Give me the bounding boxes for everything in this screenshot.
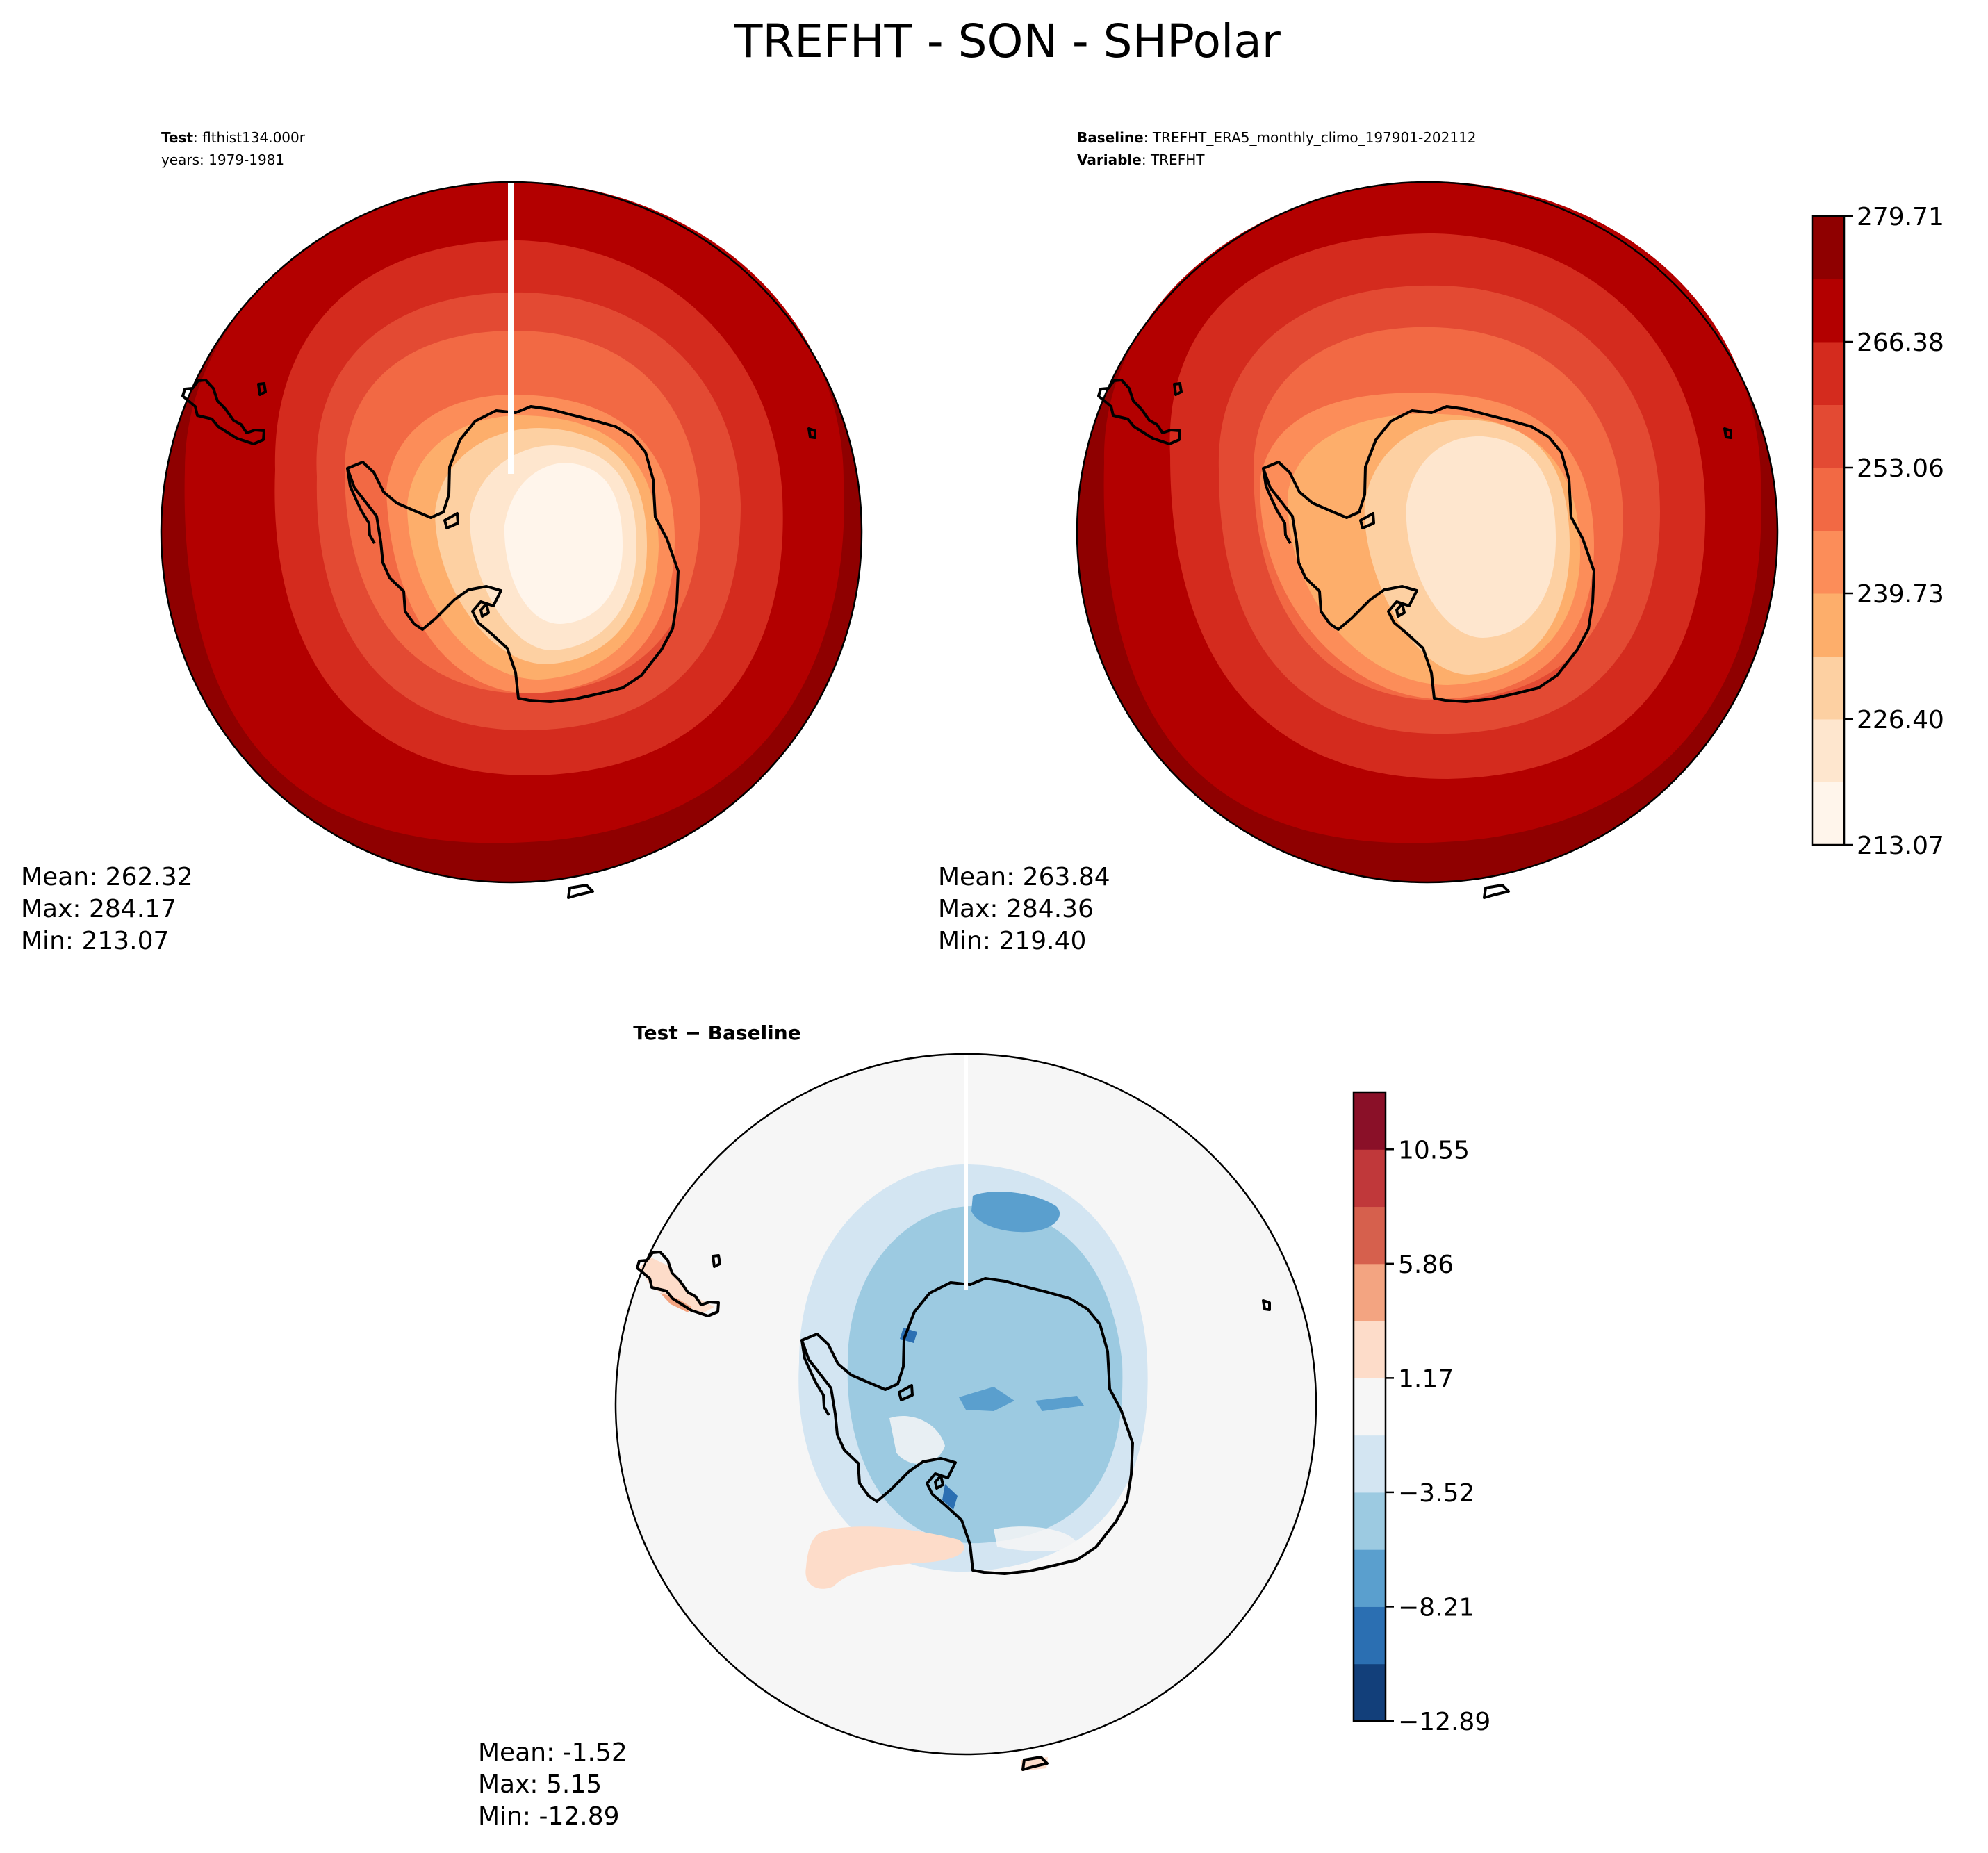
colorbar-main-tick-label: 226.40 (1857, 706, 1944, 734)
colorbar-diff-band (1354, 1663, 1386, 1722)
colorbar-main-band (1812, 782, 1844, 846)
colorbar-diff: −12.89 −8.21 −3.52 1.17 5.86 10.55 (1352, 1091, 1490, 1736)
colorbar-main-band (1812, 530, 1844, 594)
colorbar-diff-tick-label: −12.89 (1398, 1708, 1490, 1736)
colorbar-main-tick-label: 266.38 (1857, 329, 1944, 357)
new-zealand-coastline (567, 884, 594, 899)
figure-title: TREFHT - SON - SHPolar (734, 15, 1281, 68)
baseline-stat-mean: Mean: 263.84 (938, 863, 1110, 891)
data-gap-seam (508, 182, 514, 474)
colorbar-main-band (1812, 719, 1844, 782)
colorbar-main-ticks: 213.07 226.40 239.73 253.06 266.38 279.71 (1844, 203, 1944, 860)
colorbar-diff-band (1354, 1606, 1386, 1665)
baseline-label-bold: Baseline (1077, 129, 1144, 146)
baseline-label: Baseline: TREFHT_ERA5_monthly_climo_1979… (1077, 129, 1477, 146)
baseline-panel: Baseline: TREFHT_ERA5_monthly_climo_1979… (938, 129, 1779, 955)
baseline-label-value: : TREFHT_ERA5_monthly_climo_197901-20211… (1144, 129, 1477, 146)
test-label: Test: flthist134.000r (161, 129, 306, 146)
diff-title: Test − Baseline (633, 1021, 800, 1044)
colorbar-diff-band (1354, 1435, 1386, 1493)
contour-band (889, 1415, 945, 1465)
colorbar-diff-tick-label: 10.55 (1398, 1136, 1470, 1164)
contour-band (942, 1484, 958, 1510)
baseline-variable-value: : TREFHT (1142, 151, 1205, 168)
test-map (160, 181, 863, 899)
colorbar-diff-ticks: −12.89 −8.21 −3.52 1.17 5.86 10.55 (1386, 1136, 1490, 1736)
contour-band (1406, 436, 1556, 638)
colorbar-diff-tick-label: 1.17 (1398, 1365, 1454, 1393)
colorbar-main-band (1812, 656, 1844, 720)
test-label-bold: Test (161, 129, 193, 146)
colorbar-diff-tick-label: −3.52 (1398, 1479, 1474, 1508)
colorbar-main-band (1812, 216, 1844, 279)
colorbar-diff-frame (1352, 1091, 1387, 1722)
contour-band (971, 1192, 1060, 1233)
colorbar-main-band (1812, 404, 1844, 468)
data-gap-seam (964, 1054, 968, 1290)
colorbar-main-band (1812, 468, 1844, 531)
baseline-stat-max: Max: 284.36 (938, 895, 1094, 923)
colorbar-diff-tick-label: 5.86 (1398, 1251, 1454, 1279)
colorbar-main: 213.07 226.40 239.73 253.06 266.38 279.71 (1811, 203, 1944, 860)
colorbar-main-band (1812, 279, 1844, 343)
colorbar-diff-tick-label: −8.21 (1398, 1593, 1474, 1622)
colorbar-diff-band (1354, 1263, 1386, 1321)
diff-stat-mean: Mean: -1.52 (478, 1738, 627, 1767)
diff-stat-max: Max: 5.15 (478, 1770, 602, 1799)
contour-band (660, 1293, 691, 1312)
colorbar-main-tick-label: 239.73 (1857, 580, 1944, 609)
colorbar-main-tick-label: 213.07 (1857, 832, 1944, 860)
colorbar-diff-band (1354, 1149, 1386, 1208)
contour-band (504, 463, 623, 624)
colorbar-diff-band (1354, 1092, 1386, 1150)
map-boundary (1076, 181, 1779, 884)
baseline-variable: Variable: TREFHT (1077, 151, 1205, 168)
test-stat-mean: Mean: 262.32 (21, 863, 193, 891)
contour-band (1035, 1396, 1084, 1411)
colorbar-diff-band (1354, 1321, 1386, 1378)
colorbar-main-bands (1812, 216, 1844, 846)
baseline-stat-min: Min: 219.40 (938, 927, 1086, 955)
contour-band (994, 1526, 1077, 1551)
test-years: years: 1979-1981 (161, 151, 284, 168)
colorbar-diff-band (1354, 1378, 1386, 1436)
diff-stat-min: Min: -12.89 (478, 1802, 620, 1831)
colorbar-diff-band (1354, 1492, 1386, 1550)
colorbar-main-tick-label: 279.71 (1857, 203, 1944, 231)
baseline-variable-bold: Variable (1077, 151, 1142, 168)
colorbar-diff-bands (1354, 1092, 1386, 1722)
colorbar-diff-band (1354, 1206, 1386, 1265)
map-boundary (160, 181, 863, 884)
colorbar-main-band (1812, 593, 1844, 657)
colorbar-main-frame (1811, 215, 1846, 846)
test-label-value: : flthist134.000r (193, 129, 306, 146)
colorbar-diff-band (1354, 1549, 1386, 1607)
map-boundary (614, 1053, 1317, 1756)
contour-band (639, 1257, 714, 1314)
new-zealand-coastline (1483, 884, 1510, 899)
colorbar-main-band (1812, 342, 1844, 405)
test-panel: Test: flthist134.000r years: 1979-1981 M (21, 129, 863, 955)
colorbar-main-tick-label: 253.06 (1857, 454, 1944, 483)
diff-map (614, 1053, 1317, 1771)
baseline-map (1076, 181, 1779, 899)
test-stat-min: Min: 213.07 (21, 927, 169, 955)
contour-band (959, 1387, 1014, 1411)
diff-panel: Test − Baseline (478, 1021, 1317, 1831)
test-stat-max: Max: 284.17 (21, 895, 176, 923)
contour-band (805, 1526, 964, 1589)
